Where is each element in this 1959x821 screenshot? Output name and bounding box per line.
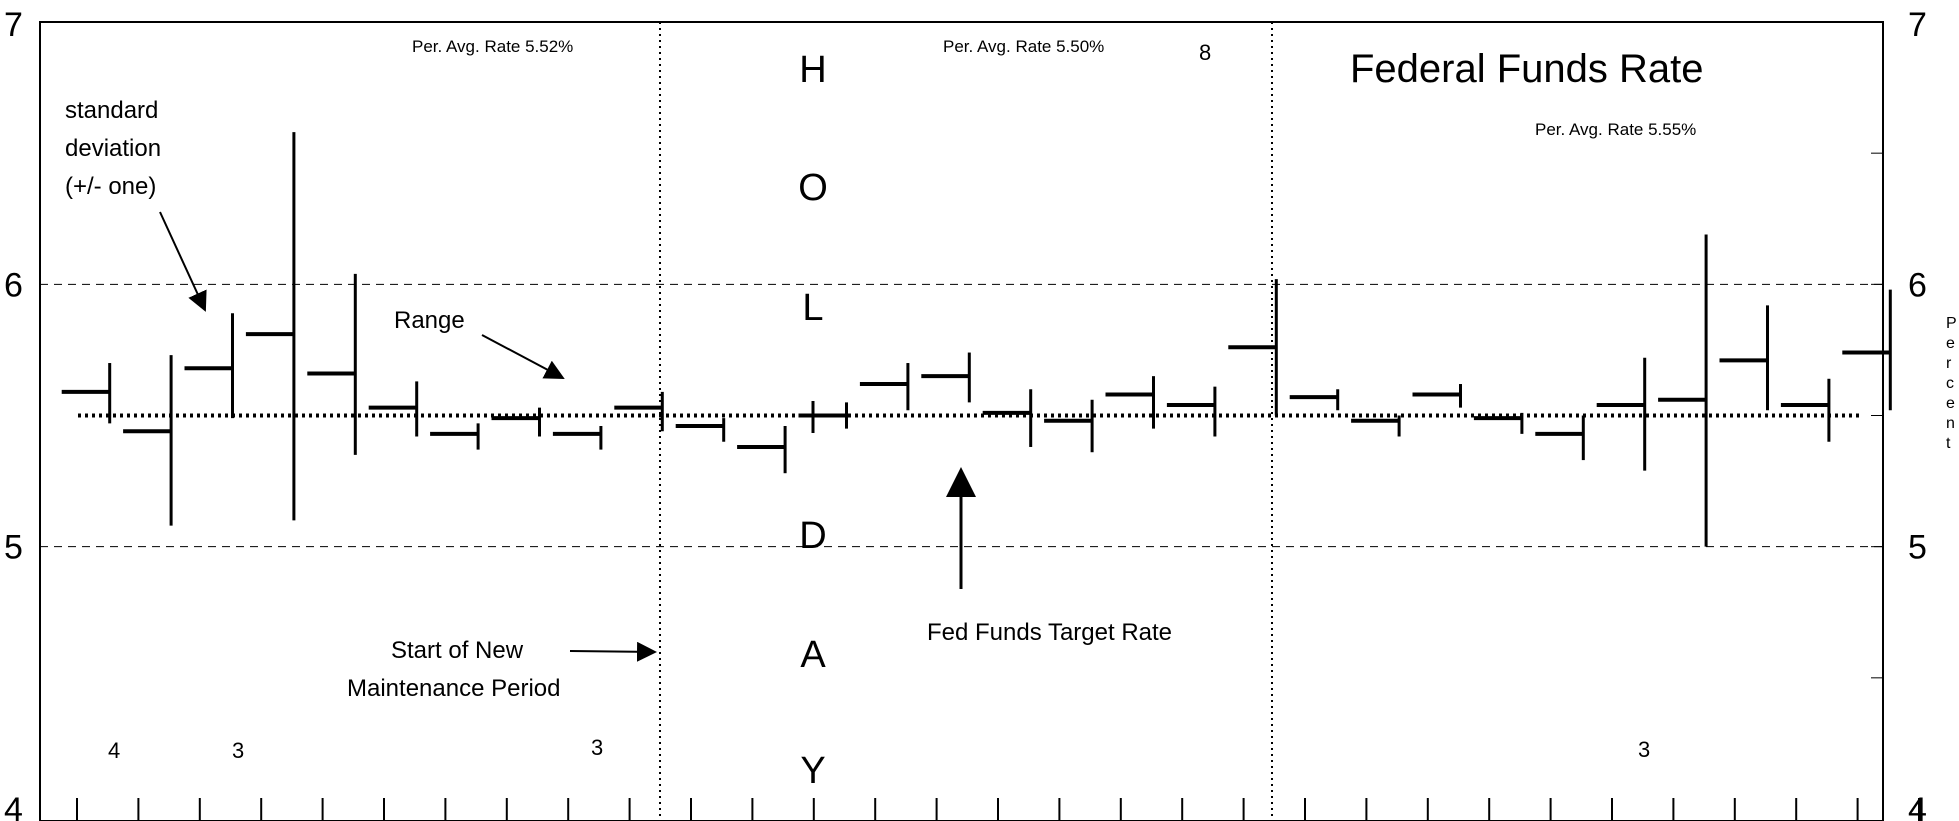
range-annotation: Range — [394, 307, 465, 334]
range-bar-19 — [1166, 386, 1217, 437]
range-bar-24 — [1473, 412, 1524, 434]
std-dev-annotation-line: (+/- one) — [65, 173, 156, 200]
range-bar-15 — [921, 352, 971, 403]
maintenance-annotation-line-1: Start of New — [391, 637, 524, 664]
range-bar-8 — [491, 407, 541, 437]
count-label: 4 — [108, 738, 120, 763]
y-tick-label-left-7: 7 — [4, 6, 23, 44]
range-bar-7 — [430, 423, 480, 450]
range-bar-14 — [859, 363, 910, 411]
range-bar-5 — [307, 273, 357, 455]
y-tick-label-left-4: 4 — [4, 791, 23, 821]
range-bar-25 — [1535, 415, 1585, 461]
holiday-letter: D — [799, 515, 826, 557]
range-bar-12 — [737, 425, 787, 474]
range-bar-4 — [245, 132, 296, 521]
y-axis-label-letter: e — [1946, 395, 1955, 412]
plot-frame — [39, 21, 1884, 821]
holiday-letter: H — [799, 49, 826, 91]
range-bar-16 — [982, 389, 1033, 447]
holiday-letter: A — [800, 634, 826, 676]
range-bar-3 — [184, 313, 234, 419]
count-label: 3 — [232, 738, 244, 763]
y-tick-label-right-5: 5 — [1908, 529, 1927, 567]
y-axis-label-letter: P — [1946, 315, 1957, 332]
range-arrow — [481, 334, 565, 379]
maintenance-arrow — [569, 641, 657, 662]
maintenance-annotation-line-2: Maintenance Period — [347, 675, 560, 702]
period-avg-label-2: Per. Avg. Rate 5.50% — [943, 37, 1104, 56]
y-axis-label-letter: r — [1946, 355, 1952, 372]
y-axis-label-letter: c — [1946, 375, 1954, 392]
count-label: 3 — [591, 735, 603, 760]
std-dev-arrow — [159, 211, 207, 312]
range-bar-23 — [1412, 384, 1462, 408]
range-bar-2 — [123, 355, 173, 526]
range-bar-26 — [1596, 357, 1647, 471]
range-bar-20 — [1228, 279, 1278, 416]
period-avg-label-3: Per. Avg. Rate 5.55% — [1535, 120, 1696, 139]
target-annotation: Fed Funds Target Rate — [927, 619, 1172, 646]
std-dev-annotation-line: standard — [65, 97, 158, 124]
holiday-letter: O — [798, 167, 828, 209]
y-tick-label-left-6: 6 — [4, 266, 23, 304]
std-dev-annotation-line: deviation — [65, 135, 161, 162]
range-bar-22 — [1351, 415, 1401, 437]
range-bar-13 — [798, 402, 848, 429]
range-bar-27 — [1658, 234, 1708, 547]
range-bar-11 — [675, 418, 726, 442]
y-axis-label-letter: e — [1946, 335, 1955, 352]
range-bar-18 — [1105, 376, 1155, 429]
range-bar-10 — [614, 391, 664, 432]
range-bar-21 — [1289, 389, 1340, 411]
range-bar-17 — [1044, 399, 1094, 453]
y-axis-label-letter: n — [1946, 415, 1955, 432]
y-axis-label-letter: t — [1946, 435, 1951, 452]
y-tick-label-left-5: 5 — [4, 529, 23, 567]
y-tick-label-right-6: 6 — [1908, 266, 1927, 304]
chart-title: Federal Funds Rate — [1350, 47, 1704, 91]
period-avg-label-1: Per. Avg. Rate 5.52% — [412, 37, 573, 56]
range-bar-28 — [1719, 305, 1769, 411]
range-bar-29 — [1780, 378, 1831, 442]
range-bar-9 — [552, 425, 603, 450]
range-bar-30 — [1842, 289, 1892, 411]
range-bar-6 — [368, 381, 419, 437]
holiday-letter: Y — [800, 750, 825, 792]
holiday-letter: L — [802, 287, 823, 329]
count-label: 8 — [1199, 40, 1211, 65]
y-tick-label-right-4: 4 — [1908, 791, 1927, 821]
range-bar-1 — [61, 363, 112, 424]
y-tick-label-right-7: 7 — [1908, 6, 1927, 44]
count-label: 3 — [1638, 737, 1650, 762]
